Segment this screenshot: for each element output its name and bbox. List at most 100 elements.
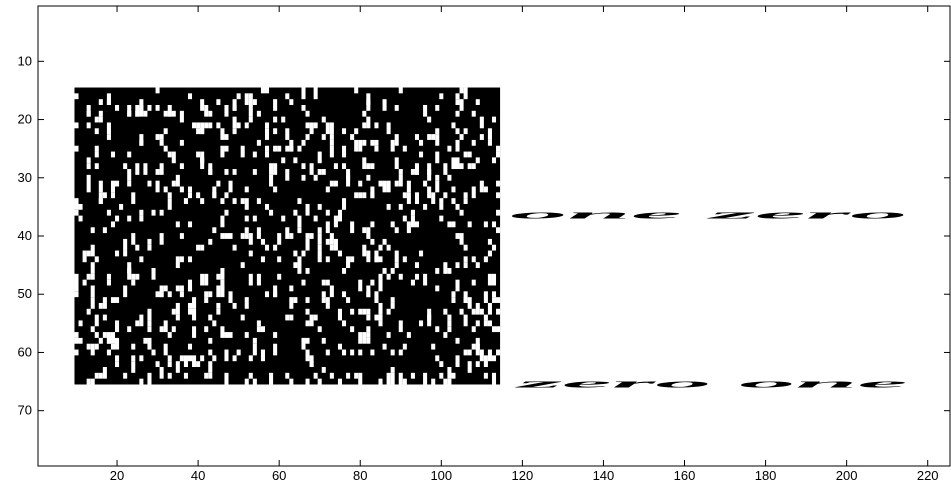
noise-pixel (496, 192, 501, 199)
noise-pixel (423, 273, 428, 286)
noise-pixel (475, 157, 480, 164)
noise-pixel (346, 297, 351, 303)
noise-pixel (358, 139, 363, 152)
noise-pixel (208, 238, 213, 245)
noise-pixel (167, 198, 172, 204)
noise-pixel (394, 227, 399, 234)
noise-pixel (427, 186, 432, 199)
noise-pixel (98, 180, 103, 187)
noise-pixel (435, 285, 440, 292)
noise-pixel (297, 145, 302, 152)
noise-pixel (94, 145, 99, 152)
noise-pixel (192, 326, 197, 338)
y-tick-label: 40 (18, 228, 32, 243)
noise-pixel (419, 139, 424, 146)
noise-pixel (285, 169, 290, 181)
noise-pixel (187, 93, 193, 100)
noise-pixel (321, 116, 326, 123)
noise-pixel (479, 308, 484, 315)
noise-pixel (196, 361, 201, 368)
noise-pixel (216, 308, 221, 315)
noise-pixel (240, 233, 245, 239)
noise-pixel (483, 256, 488, 263)
noise-pixel (78, 320, 83, 327)
noise-pixel (183, 198, 188, 204)
noise-pixel (447, 221, 452, 228)
noise-pixel (86, 343, 91, 350)
noise-pixel (487, 320, 492, 327)
noise-pixel (90, 244, 95, 257)
noise-pixel (483, 186, 488, 193)
noise-pixel (106, 337, 111, 344)
noise-pixel (301, 174, 306, 181)
noise-pixel (102, 314, 107, 321)
noise-pixel (378, 302, 383, 315)
y-tick-label: 10 (18, 53, 32, 68)
noise-pixel (321, 279, 326, 286)
noise-pixel (342, 198, 347, 210)
noise-pixel (366, 250, 371, 263)
noise-pixel (167, 355, 172, 362)
noise-pixel (398, 273, 403, 280)
noise-pixel (98, 110, 103, 117)
noise-pixel (98, 116, 103, 123)
noise-pixel (208, 110, 213, 117)
noise-pixel (402, 192, 407, 199)
noise-pixel (370, 279, 375, 286)
noise-pixel (471, 139, 476, 146)
noise-pixel (208, 337, 213, 344)
noise-pixel (208, 349, 213, 356)
noise-pixel (289, 297, 294, 309)
noise-pixel (204, 297, 209, 303)
noise-pixel (410, 372, 415, 379)
noise-pixel (354, 87, 359, 94)
noise-pixel (317, 378, 322, 391)
noise-pixel (358, 349, 363, 356)
noise-pixel (159, 209, 164, 216)
noise-pixel (110, 343, 116, 350)
noise-pixel (147, 337, 152, 350)
noise-pixel (171, 151, 176, 164)
noise-pixel (329, 180, 334, 187)
noise-pixel (244, 302, 249, 309)
noise-pixel (435, 104, 440, 111)
noise-pixel (115, 355, 120, 362)
noise-pixel (86, 122, 91, 129)
noise-pixel (342, 145, 347, 158)
noise-pixel (455, 128, 460, 135)
noise-pixel (325, 302, 330, 309)
noise-pixel (366, 99, 371, 111)
noise-pixel (496, 145, 501, 152)
noise-pixel (78, 203, 83, 210)
noise-pixel (167, 110, 172, 117)
noise-pixel (256, 198, 261, 204)
noise-pixel (455, 279, 460, 292)
noise-pixel (273, 244, 278, 251)
noise-pixel (390, 139, 395, 152)
noise-pixel (293, 297, 298, 303)
noise-pixel (232, 104, 237, 111)
noise-pixel (139, 256, 144, 263)
noise-pixel (256, 273, 261, 286)
noise-pixel (366, 116, 371, 129)
noise-pixel (106, 273, 111, 280)
noise-pixel (467, 297, 472, 309)
noise-pixel (342, 320, 347, 327)
noise-pixel (220, 145, 225, 158)
noise-pixel (260, 349, 265, 362)
noise-pixel (390, 221, 395, 228)
noise-pixel (325, 221, 330, 234)
noise-pixel (192, 308, 197, 321)
noise-pixel (200, 128, 205, 135)
noise-pixel (127, 169, 132, 181)
noise-pixel (313, 372, 318, 379)
noise-pixel (333, 238, 338, 251)
noise-pixel (187, 221, 193, 228)
noise-pixel (463, 198, 468, 204)
noise-pixel (159, 163, 164, 175)
y-tick-label: 20 (18, 112, 32, 127)
noise-pixel (204, 326, 209, 333)
noise-pixel (115, 250, 120, 257)
noise-pixel (208, 361, 213, 373)
noise-pixel (423, 203, 428, 210)
